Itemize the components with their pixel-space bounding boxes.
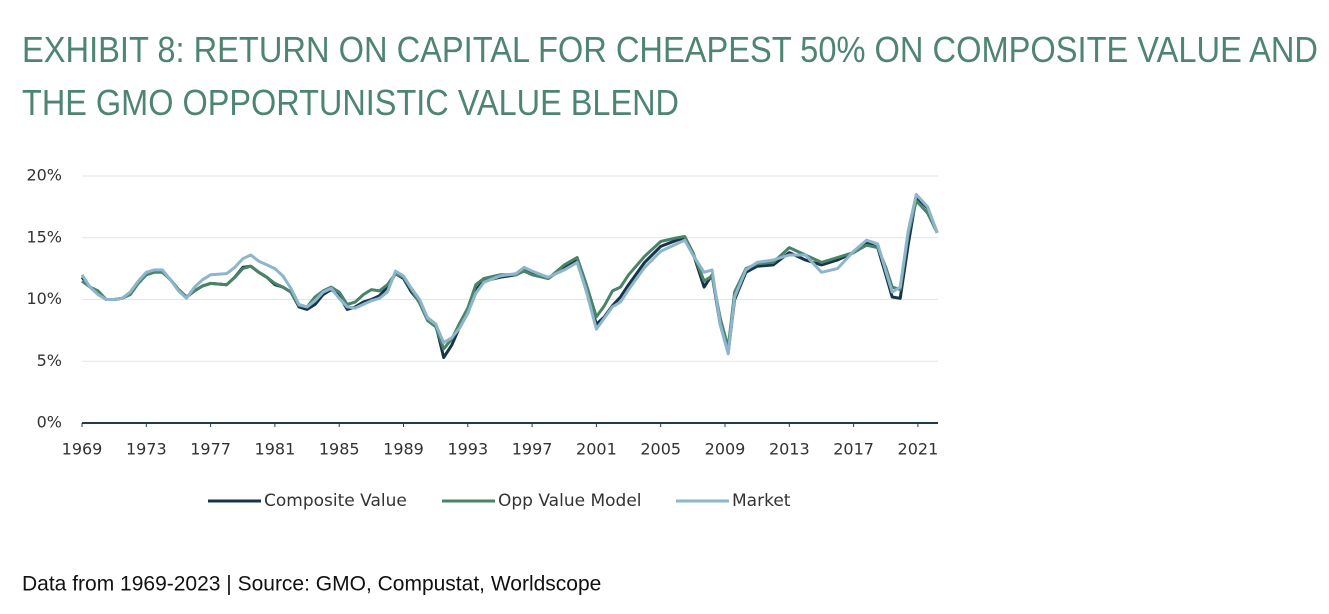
- x-tick-label: 1993: [447, 440, 488, 459]
- x-tick-label: 2017: [833, 440, 874, 459]
- y-tick-label: 0%: [37, 413, 62, 432]
- x-tick-label: 1985: [319, 440, 360, 459]
- x-tick-label: 2021: [898, 440, 939, 459]
- chart-title: EXHIBIT 8: RETURN ON CAPITAL FOR CHEAPES…: [22, 29, 1318, 70]
- y-tick-label: 15%: [26, 227, 62, 246]
- chart-title: THE GMO OPPORTUNISTIC VALUE BLEND: [22, 82, 679, 123]
- x-tick-label: 1989: [383, 440, 424, 459]
- y-tick-label: 20%: [26, 166, 62, 185]
- x-tick-label: 2001: [576, 440, 617, 459]
- y-tick-label: 5%: [37, 351, 62, 370]
- x-tick-label: 1977: [190, 440, 231, 459]
- x-tick-label: 2013: [769, 440, 810, 459]
- x-tick-label: 1969: [62, 440, 103, 459]
- legend-label: Market: [732, 491, 791, 511]
- x-tick-label: 2009: [705, 440, 746, 459]
- series-line: [80, 195, 939, 359]
- x-tick-label: 1973: [126, 440, 167, 459]
- x-tick-label: 1981: [255, 440, 296, 459]
- series-line: [80, 193, 939, 356]
- legend-label: Composite Value: [264, 491, 407, 511]
- legend-label: Opp Value Model: [498, 491, 642, 511]
- x-tick-label: 2005: [640, 440, 681, 459]
- y-tick-label: 10%: [26, 289, 62, 308]
- source-note: Data from 1969-2023 | Source: GMO, Compu…: [22, 573, 601, 596]
- x-tick-label: 1997: [512, 440, 553, 459]
